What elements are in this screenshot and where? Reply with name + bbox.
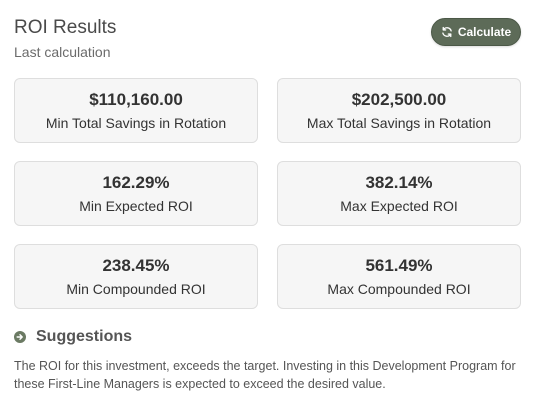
max-total-savings-card: $202,500.00 Max Total Savings in Rotatio… bbox=[277, 78, 521, 143]
refresh-icon bbox=[442, 26, 452, 38]
calculate-button[interactable]: Calculate bbox=[431, 18, 521, 46]
card-value: $202,500.00 bbox=[351, 89, 447, 109]
min-total-savings-card: $110,160.00 Min Total Savings in Rotatio… bbox=[14, 78, 258, 143]
suggestions-text: The ROI for this investment, exceeds the… bbox=[14, 359, 516, 391]
max-expected-roi-card: 382.14% Max Expected ROI bbox=[277, 161, 521, 226]
page-title: ROI Results bbox=[14, 17, 117, 38]
card-value: 561.49% bbox=[365, 255, 433, 275]
card-value: 162.29% bbox=[102, 172, 170, 192]
card-label: Max Expected ROI bbox=[340, 197, 458, 214]
results-header: ROI Results Last calculation bbox=[14, 17, 116, 61]
suggestions-header: Suggestions bbox=[14, 328, 132, 346]
page-subtitle: Last calculation bbox=[14, 44, 111, 60]
card-label: Min Compounded ROI bbox=[66, 280, 206, 297]
arrow-circle-right-icon bbox=[14, 331, 26, 343]
card-value: 382.14% bbox=[365, 172, 433, 192]
max-compounded-roi-card: 561.49% Max Compounded ROI bbox=[277, 244, 521, 309]
card-value: 238.45% bbox=[102, 255, 170, 275]
min-compounded-roi-card: 238.45% Min Compounded ROI bbox=[14, 244, 258, 309]
card-label: Max Total Savings in Rotation bbox=[306, 114, 492, 131]
card-label: Min Expected ROI bbox=[79, 197, 193, 214]
suggestions-title: Suggestions bbox=[36, 328, 133, 345]
card-value: $110,160.00 bbox=[89, 89, 183, 109]
min-expected-roi-card: 162.29% Min Expected ROI bbox=[14, 161, 258, 226]
card-label: Max Compounded ROI bbox=[327, 280, 471, 297]
roi-results-grid: $110,160.00 Min Total Savings in Rotatio… bbox=[14, 78, 521, 309]
card-label: Min Total Savings in Rotation bbox=[45, 114, 227, 131]
calculate-button-label: Calculate bbox=[457, 25, 512, 39]
